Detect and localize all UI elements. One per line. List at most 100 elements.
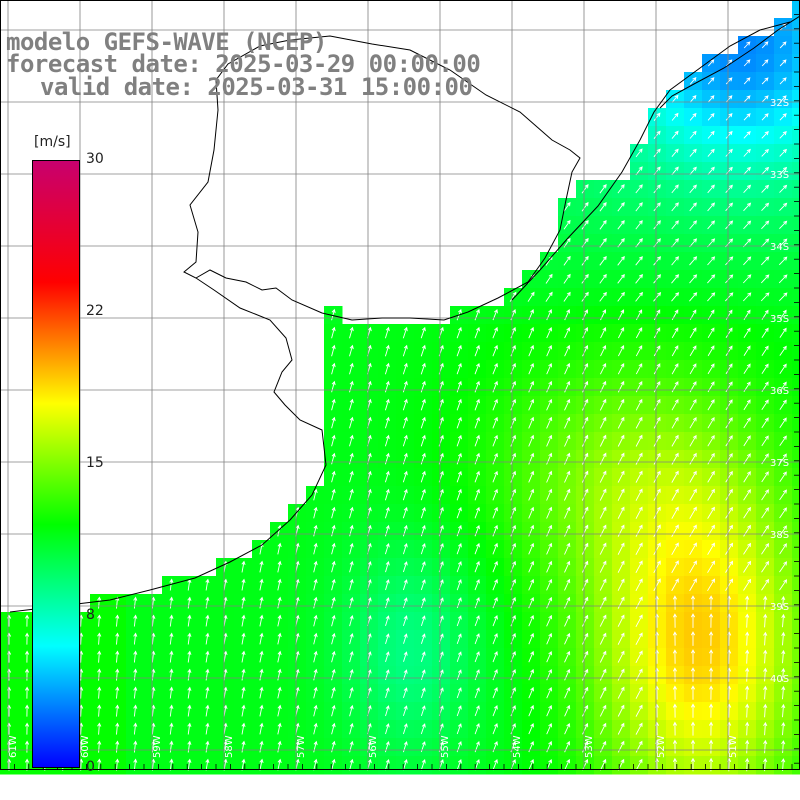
wind-arrow (528, 434, 535, 447)
wind-speed-cell (792, 216, 800, 235)
wind-arrow (725, 345, 733, 357)
wind-arrow (672, 649, 677, 664)
wind-arrow (349, 416, 354, 429)
wind-arrow (581, 686, 589, 699)
wind-arrow (707, 77, 715, 85)
wind-speed-cell (792, 0, 800, 19)
wind-arrow (781, 703, 786, 718)
wind-arrow (205, 722, 210, 735)
wind-arrow (25, 704, 30, 717)
wind-arrow (564, 380, 571, 393)
wind-arrow (492, 344, 498, 357)
wind-speed-cell (792, 540, 800, 559)
wind-arrow (492, 578, 498, 591)
wind-arrow (689, 488, 697, 501)
wind-arrow (385, 633, 390, 645)
wind-arrow (277, 614, 282, 627)
wind-arrow (277, 740, 282, 753)
wind-arrow (385, 579, 390, 591)
colorbar-tick-label: 8 (86, 607, 95, 623)
wind-arrow (725, 453, 733, 465)
valid-date-title: valid date: 2025-03-31 15:00:00 (40, 73, 473, 101)
wind-arrow (709, 649, 714, 664)
wind-arrow (331, 470, 336, 483)
wind-arrow (546, 416, 553, 429)
wind-arrow (402, 687, 408, 699)
wind-arrow (779, 202, 788, 212)
wind-arrow (689, 112, 697, 121)
wind-arrow (778, 292, 788, 302)
wind-arrow (402, 543, 408, 555)
wind-arrow (259, 560, 264, 573)
wind-arrow (599, 398, 607, 411)
wind-arrow (402, 326, 408, 339)
wind-arrow (205, 704, 210, 717)
wind-arrow (277, 704, 282, 717)
wind-arrow (474, 759, 480, 771)
wind-arrow (492, 633, 498, 645)
wind-arrow (331, 380, 336, 393)
wind-arrow (169, 596, 174, 609)
wind-speed-cell (792, 756, 800, 775)
wind-arrow (617, 434, 625, 447)
wind-arrow (581, 632, 589, 645)
wind-arrow (564, 578, 571, 591)
wind-arrow (725, 470, 733, 483)
wind-arrow (420, 615, 426, 627)
wind-arrow (653, 434, 661, 447)
wind-arrow (761, 345, 769, 356)
wind-arrow (745, 667, 750, 682)
wind-arrow (707, 220, 716, 230)
wind-arrow (384, 506, 390, 519)
wind-arrow (259, 632, 264, 645)
wind-arrow (545, 291, 553, 302)
wind-speed-cell (792, 558, 800, 577)
wind-arrow (743, 59, 751, 67)
wind-arrow (599, 273, 607, 284)
wind-arrow (599, 184, 607, 194)
wind-arrow (745, 685, 750, 700)
wind-arrow (420, 362, 426, 375)
wind-arrow (707, 202, 716, 212)
wind-arrow (635, 524, 643, 537)
wind-arrow (599, 506, 607, 519)
wind-arrow (763, 631, 768, 646)
wind-arrow (313, 542, 318, 555)
wind-arrow (781, 595, 786, 610)
wind-arrow (635, 596, 643, 610)
wind-arrow (528, 416, 535, 429)
wind-arrow (349, 614, 354, 627)
wind-arrow (205, 650, 210, 663)
wind-arrow (582, 344, 589, 357)
wind-arrow (635, 560, 643, 574)
wind-arrow (564, 327, 571, 339)
wind-arrow (582, 758, 589, 771)
wind-arrow (761, 166, 770, 175)
wind-arrow (133, 704, 138, 717)
wind-arrow (763, 595, 768, 610)
wind-arrow (277, 758, 282, 771)
wind-arrow (403, 651, 408, 662)
wind-arrow (115, 704, 120, 717)
wind-arrow (690, 667, 696, 682)
longitude-label: 58W (224, 735, 235, 758)
wind-arrow (331, 740, 336, 753)
wind-arrow (779, 113, 787, 121)
wind-arrow (745, 595, 750, 610)
wind-arrow (707, 542, 715, 555)
wind-arrow (115, 614, 120, 627)
wind-arrow (709, 739, 714, 754)
wind-arrow (725, 112, 733, 121)
wind-arrow (690, 613, 696, 628)
wind-arrow (617, 184, 625, 194)
wind-arrow (743, 77, 751, 85)
wind-arrow (761, 471, 769, 483)
wind-arrow (510, 434, 517, 447)
wind-arrow (456, 452, 462, 465)
wind-arrow (528, 398, 535, 411)
wind-arrow (653, 148, 661, 158)
wind-arrow (581, 184, 589, 194)
wind-arrow (564, 560, 571, 573)
wind-arrow (725, 560, 733, 573)
wind-arrow (456, 398, 462, 411)
